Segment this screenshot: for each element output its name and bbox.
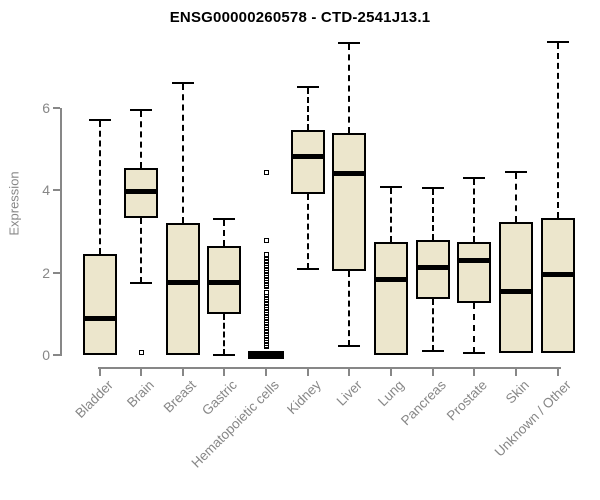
median-line [292, 154, 323, 160]
whisker-upper [389, 188, 392, 243]
whisker-upper [223, 220, 226, 246]
whisker-lower [223, 313, 226, 355]
whisker-cap-lower [130, 281, 153, 284]
outlier-point [263, 251, 269, 257]
whisker-lower [140, 217, 143, 283]
box [207, 245, 242, 314]
whisker-upper [431, 189, 434, 241]
x-tick [556, 369, 559, 376]
whisker-lower [431, 299, 434, 351]
median-line [167, 279, 198, 285]
x-tick [514, 369, 517, 376]
y-tick-label: 6 [42, 99, 50, 116]
outlier-point [263, 238, 269, 244]
box [290, 129, 325, 195]
whisker-cap-upper [546, 41, 569, 44]
x-tick [389, 369, 392, 376]
median-line [334, 171, 365, 177]
whisker-upper [306, 88, 309, 130]
median-line [209, 280, 240, 286]
x-tick [223, 369, 226, 376]
whisker-upper [556, 43, 559, 219]
whisker-cap-upper [379, 186, 402, 189]
whisker-cap-upper [463, 176, 486, 179]
median-line [126, 189, 157, 195]
y-tick-label: 0 [42, 347, 50, 363]
y-axis-line [60, 107, 62, 356]
whisker-cap-upper [88, 119, 111, 122]
whisker-lower [348, 271, 351, 346]
whisker-cap-lower [338, 344, 361, 347]
median-line [375, 276, 406, 282]
y-tick [53, 106, 60, 109]
y-tick [53, 271, 60, 274]
y-tick-label: 4 [42, 182, 50, 199]
x-tick [306, 369, 309, 376]
whisker-cap-upper [338, 41, 361, 44]
whisker-cap-lower [421, 349, 444, 352]
whisker-upper [514, 173, 517, 223]
box [373, 242, 408, 355]
whisker-cap-upper [421, 187, 444, 190]
median-line [542, 271, 573, 277]
whisker-cap-upper [296, 86, 319, 89]
x-tick [348, 369, 351, 376]
x-tick [181, 369, 184, 376]
whisker-lower [306, 194, 309, 269]
whisker-upper [181, 84, 184, 224]
y-tick [53, 354, 60, 356]
median-line [459, 258, 490, 264]
x-tick [265, 369, 268, 376]
whisker-upper [473, 178, 476, 243]
whisker-upper [348, 43, 351, 134]
whisker-upper [140, 111, 143, 168]
whisker-cap-upper [130, 109, 153, 112]
y-tick-label: 2 [42, 264, 50, 281]
whisker-cap-lower [296, 267, 319, 270]
box [498, 222, 533, 353]
outlier-point [263, 289, 269, 295]
whisker-cap-lower [463, 351, 486, 354]
median-line [500, 289, 531, 295]
box [457, 242, 492, 304]
outlier-point [138, 350, 144, 356]
median-line [417, 264, 448, 270]
median-line [84, 315, 115, 321]
x-tick [473, 369, 476, 376]
box [332, 133, 367, 271]
x-tick [140, 369, 143, 376]
x-tick [98, 369, 101, 376]
whisker-lower [473, 303, 476, 353]
whisker-cap-upper [213, 218, 236, 221]
x-axis-line [97, 367, 561, 369]
chart-title: ENSG00000260578 - CTD-2541J13.1 [169, 9, 431, 26]
whisker-cap-upper [171, 82, 194, 85]
box [165, 223, 200, 355]
box [82, 254, 117, 355]
outlier-point [263, 169, 269, 175]
x-tick [431, 369, 434, 376]
whisker-cap-lower [213, 354, 236, 356]
whisker-cap-upper [504, 171, 527, 174]
box [540, 218, 575, 353]
whisker-upper [98, 121, 101, 255]
y-tick [53, 189, 60, 192]
box-collapsed [248, 351, 285, 359]
